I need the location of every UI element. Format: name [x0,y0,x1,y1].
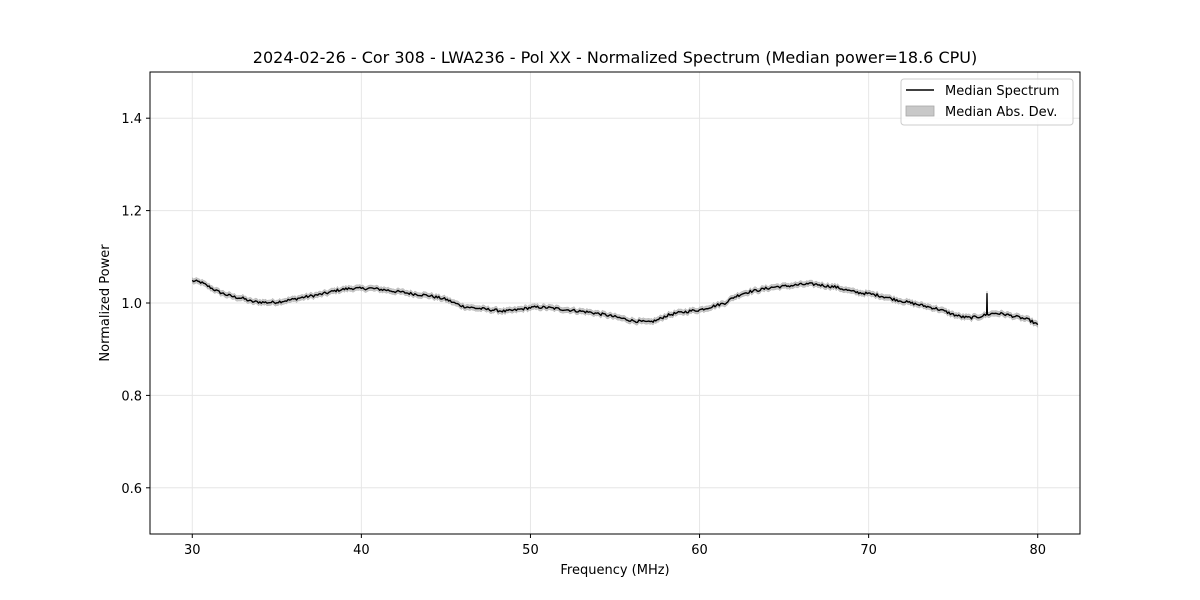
y-tick-label: 0.6 [121,482,142,497]
legend: Median Spectrum Median Abs. Dev. [900,78,1074,126]
x-tick-label: 30 [184,543,201,558]
x-tick-label: 60 [691,543,708,558]
x-tick-label: 40 [353,543,370,558]
x-tick-label: 80 [1029,543,1046,558]
mad-band-area [192,277,1038,329]
y-tick-label: 1.0 [121,297,142,312]
chart-title: 2024-02-26 - Cor 308 - LWA236 - Pol XX -… [253,48,977,67]
y-axis: 0.6 0.8 1.0 1.2 1.4 [121,112,150,497]
median-spectrum-line [191,279,1039,326]
x-axis-label: Frequency (MHz) [560,563,669,578]
legend-median-abs-dev: Median Abs. Dev. [945,105,1057,120]
mad-band [192,277,1038,329]
x-axis: 30 40 50 60 70 80 [184,534,1046,558]
legend-box [900,78,1074,126]
legend-band-swatch [905,105,935,117]
y-tick-label: 0.8 [121,389,142,404]
y-axis-label: Normalized Power [98,244,113,362]
legend-median-spectrum: Median Spectrum [945,84,1059,99]
y-tick-label: 1.4 [121,112,142,127]
x-tick-label: 50 [522,543,539,558]
median-spectrum-path [191,279,1039,326]
y-tick-label: 1.2 [121,205,142,220]
x-tick-label: 70 [860,543,877,558]
